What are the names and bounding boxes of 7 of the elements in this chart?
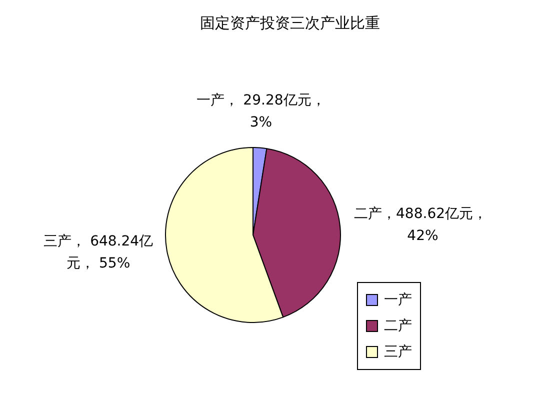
legend-label: 三产 [384, 343, 412, 361]
data-label: 二产，488.62亿元， 42% [354, 206, 492, 244]
legend-label: 二产 [384, 317, 412, 335]
data-label: 一产， 29.28亿元，3% [196, 92, 326, 130]
chart-title: 固定资产投资三次产业比重 [199, 14, 381, 33]
legend-label: 一产 [384, 291, 412, 309]
data-label: 三产， 648.24亿元， 55% [44, 233, 154, 272]
